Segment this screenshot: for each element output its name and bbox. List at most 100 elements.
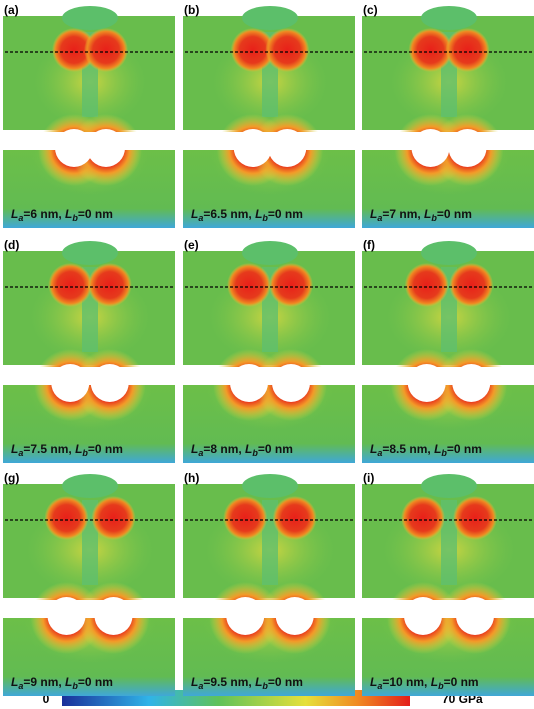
caption-text: =0 nm — [258, 442, 293, 456]
caption-text: =7.5 nm, — [23, 442, 75, 456]
caption-text: L — [370, 675, 377, 689]
stress-zone — [453, 496, 497, 540]
top-bump — [421, 474, 477, 498]
stress-zone — [230, 28, 275, 72]
caption-text: =0 nm — [78, 207, 113, 221]
top-clear — [183, 600, 355, 618]
caption: La=10 nm, Lb=0 nm — [370, 675, 479, 691]
stress-zone — [404, 263, 449, 307]
caption-text: L — [191, 207, 198, 221]
caption-text: =0 nm — [88, 442, 123, 456]
caption-subscript: b — [82, 448, 88, 458]
top-clear — [183, 367, 355, 385]
caption-text: =0 nm — [78, 675, 113, 689]
top-bump — [242, 241, 298, 265]
stress-zone — [91, 496, 136, 540]
panel: (f) La=8.5 nm, Lb=0 nm — [362, 238, 534, 463]
caption-subscript: b — [72, 681, 78, 691]
stress-zone — [272, 496, 317, 540]
panel: (i) La=10 nm, Lb=0 nm — [362, 471, 534, 696]
caption: La=6 nm, Lb=0 nm — [11, 207, 113, 223]
caption-text: =8 nm, — [203, 442, 245, 456]
top-clear — [362, 600, 534, 618]
caption-text: =0 nm — [437, 207, 472, 221]
top-bump — [62, 474, 118, 498]
caption: La=9.5 nm, Lb=0 nm — [191, 675, 303, 691]
caption-text: =0 nm — [268, 207, 303, 221]
caption-text: L — [370, 207, 377, 221]
stem — [441, 500, 457, 585]
caption-subscript: a — [377, 681, 382, 691]
stress-zone — [449, 263, 494, 307]
caption-text: L — [11, 442, 18, 456]
caption-text: =9.5 nm, — [203, 675, 255, 689]
caption: La=6.5 nm, Lb=0 nm — [191, 207, 303, 223]
stress-zone — [269, 263, 313, 307]
panel-label: (i) — [363, 471, 374, 485]
caption-subscript: b — [441, 448, 447, 458]
caption-text: =0 nm — [447, 442, 482, 456]
caption-subscript: a — [198, 681, 203, 691]
stress-zone — [445, 28, 490, 72]
panel: (e) La=8 nm, Lb=0 nm — [183, 238, 355, 463]
stress-zone — [265, 28, 310, 72]
caption-text: L — [255, 675, 262, 689]
top-clear — [183, 132, 355, 150]
caption-text: L — [191, 442, 198, 456]
panel: (g) La=9 nm, Lb=0 nm — [3, 471, 175, 696]
caption-text: L — [191, 675, 198, 689]
caption-text: L — [11, 207, 18, 221]
caption-subscript: b — [262, 681, 268, 691]
caption-text: =7 nm, — [382, 207, 424, 221]
caption-subscript: a — [18, 448, 23, 458]
caption-subscript: b — [252, 448, 258, 458]
panel-label: (d) — [4, 238, 19, 252]
panel-label: (f) — [363, 238, 375, 252]
caption-subscript: a — [377, 448, 382, 458]
panel-label: (h) — [184, 471, 199, 485]
top-clear — [362, 132, 534, 150]
caption-text: =10 nm, — [382, 675, 430, 689]
panel: (c) La=7 nm, Lb=0 nm — [362, 3, 534, 228]
caption-text: L — [255, 207, 262, 221]
caption-subscript: a — [18, 681, 23, 691]
panel: (h) La=9.5 nm, Lb=0 nm — [183, 471, 355, 696]
top-clear — [3, 600, 175, 618]
caption-subscript: b — [431, 213, 437, 223]
caption-text: =6 nm, — [23, 207, 65, 221]
colorbar-min-label: 0 — [43, 692, 50, 706]
caption-text: =0 nm — [444, 675, 479, 689]
caption-text: L — [370, 442, 377, 456]
panel: (d) La=7.5 nm, Lb=0 nm — [3, 238, 175, 463]
stress-zone — [223, 496, 268, 540]
caption-text: L — [65, 207, 72, 221]
caption-text: =0 nm — [268, 675, 303, 689]
top-bump — [242, 474, 298, 498]
top-clear — [3, 367, 175, 385]
stress-zone — [87, 263, 132, 307]
caption-subscript: b — [262, 213, 268, 223]
stress-zone — [44, 496, 89, 540]
caption-text: =6.5 nm, — [203, 207, 255, 221]
top-bump — [62, 6, 118, 30]
panel-label: (c) — [363, 3, 378, 17]
panel-label: (a) — [4, 3, 19, 17]
panel: (a) La=6 nm, Lb=0 nm — [3, 3, 175, 228]
caption-text: L — [424, 207, 431, 221]
caption-subscript: b — [72, 213, 78, 223]
panel-label: (b) — [184, 3, 199, 17]
top-clear — [362, 367, 534, 385]
caption-subscript: a — [377, 213, 382, 223]
caption-text: =8.5 nm, — [382, 442, 434, 456]
caption-subscript: a — [198, 213, 203, 223]
caption-text: L — [75, 442, 82, 456]
caption: La=9 nm, Lb=0 nm — [11, 675, 113, 691]
caption-subscript: a — [198, 448, 203, 458]
top-bump — [421, 6, 477, 30]
caption-text: L — [65, 675, 72, 689]
stress-zone — [52, 28, 96, 72]
caption-text: L — [245, 442, 252, 456]
caption: La=7.5 nm, Lb=0 nm — [11, 442, 123, 458]
stress-zone — [227, 263, 271, 307]
